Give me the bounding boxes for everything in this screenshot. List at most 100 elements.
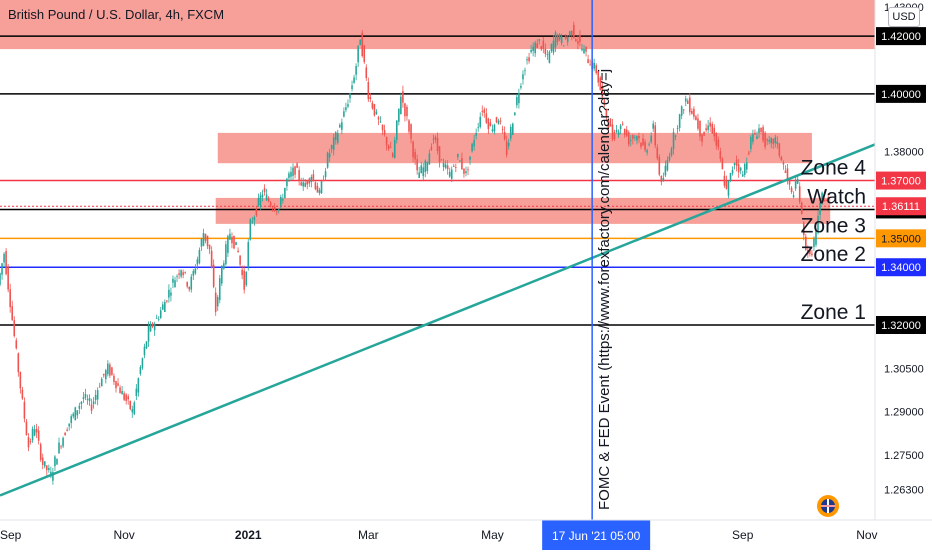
- zone-rect-1[interactable]: [0, 0, 875, 50]
- y-tick-label: 1.38000: [884, 147, 924, 159]
- candle-body: [202, 233, 205, 246]
- candle-body: [324, 171, 327, 178]
- candle-body: [84, 393, 87, 398]
- candle-body: [373, 104, 376, 116]
- candle-body: [115, 381, 117, 389]
- candle-body: [396, 120, 398, 140]
- candle-body: [786, 168, 789, 179]
- candle-body: [66, 429, 68, 431]
- candle-body: [587, 59, 589, 64]
- candle-body: [100, 378, 103, 387]
- candle-body: [351, 85, 353, 89]
- zone-rect-2[interactable]: [217, 132, 812, 164]
- candle-body: [452, 165, 455, 167]
- candle-body: [511, 123, 514, 135]
- price-badge: [876, 197, 926, 216]
- candle-body: [145, 341, 148, 349]
- candle-body: [450, 169, 453, 179]
- candle-body: [214, 292, 217, 312]
- candle-body: [5, 250, 7, 275]
- candle-body: [438, 146, 441, 163]
- candle-body: [111, 367, 113, 375]
- candle-body: [654, 125, 657, 146]
- candle-body: [64, 432, 66, 436]
- candle-body: [446, 165, 449, 170]
- candle-body: [139, 367, 142, 374]
- candle-body: [35, 428, 38, 433]
- candle-body: [796, 179, 799, 184]
- candle-body: [819, 202, 821, 215]
- candle-body: [46, 465, 48, 471]
- candle-body: [0, 273, 1, 285]
- candle-body: [52, 471, 54, 481]
- zone-rect-3[interactable]: [215, 197, 831, 224]
- candle-body: [383, 130, 386, 135]
- candle-body: [147, 325, 150, 342]
- candle-body: [109, 364, 111, 376]
- candle-body: [275, 211, 278, 213]
- candle-body: [361, 32, 364, 57]
- candle-body: [599, 77, 602, 91]
- candle-body: [365, 67, 368, 79]
- x-tick-label: Nov: [113, 528, 134, 542]
- candle-body: [469, 156, 471, 160]
- candle-body: [387, 145, 390, 150]
- candle-body: [385, 136, 388, 146]
- candle-body: [646, 150, 648, 153]
- flag-icon[interactable]: [817, 495, 839, 517]
- candle-body: [534, 42, 536, 54]
- candle-body: [503, 131, 506, 140]
- candle-body: [133, 402, 136, 415]
- candle-body: [247, 242, 250, 267]
- candle-body: [448, 171, 451, 177]
- candle-body: [80, 401, 83, 405]
- candle-body: [86, 399, 89, 401]
- candle-body: [428, 153, 431, 165]
- candle-body: [705, 128, 707, 131]
- y-tick-label: 1.30500: [884, 363, 924, 375]
- candle-body: [444, 164, 447, 168]
- candle-body: [805, 236, 807, 250]
- candle-body: [693, 108, 695, 117]
- candle-body: [200, 238, 203, 247]
- candle-body: [412, 141, 414, 158]
- candle-body: [617, 131, 620, 136]
- candle-body: [676, 128, 679, 130]
- candle-body: [127, 396, 129, 400]
- candle-body: [461, 158, 463, 170]
- candle-body: [719, 151, 722, 159]
- price-badge: [876, 84, 926, 103]
- trendline[interactable]: [0, 143, 876, 497]
- candle-body: [282, 199, 284, 201]
- candle-body: [739, 167, 742, 171]
- candle-body: [573, 24, 575, 38]
- candle-body: [19, 371, 22, 389]
- candle-body: [259, 195, 262, 206]
- price-badge: [876, 171, 926, 190]
- candle-body: [318, 189, 321, 194]
- candle-body: [90, 404, 93, 411]
- currency-button[interactable]: USD: [888, 7, 920, 27]
- candle-body: [741, 174, 744, 177]
- candle-body: [571, 30, 573, 36]
- candle-body: [153, 323, 156, 331]
- price-badge-label: 1.34000: [881, 262, 921, 274]
- candle-body: [302, 182, 304, 187]
- candle-body: [322, 180, 325, 182]
- candle-body: [406, 106, 408, 117]
- candle-body: [609, 118, 612, 127]
- candle-body: [442, 162, 445, 168]
- candle-body: [198, 249, 201, 264]
- candle-body: [589, 64, 591, 66]
- candle-body: [691, 110, 693, 114]
- candle-body: [526, 59, 528, 61]
- y-tick-label: 1.27500: [884, 450, 924, 462]
- candle-body: [359, 39, 361, 46]
- candle-body: [621, 123, 624, 125]
- candle-body: [404, 103, 406, 117]
- candle-body: [102, 373, 105, 376]
- price-badge: [876, 229, 926, 248]
- candle-body: [233, 235, 235, 249]
